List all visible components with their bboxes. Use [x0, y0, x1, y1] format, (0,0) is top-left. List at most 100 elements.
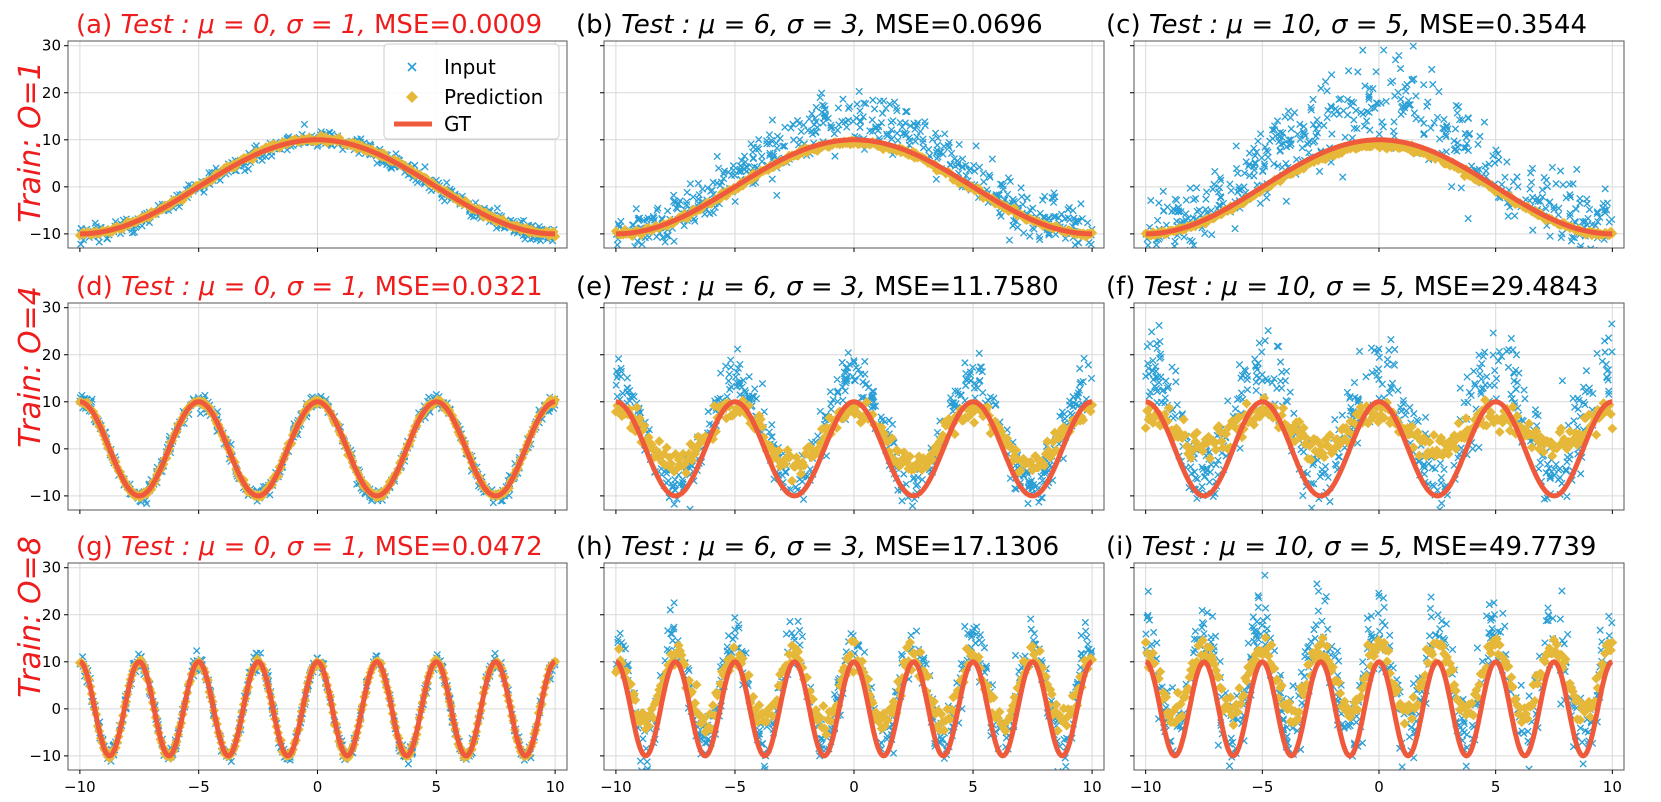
x-tick-label: 0: [313, 778, 323, 796]
row-label: Train: O=1: [13, 61, 48, 223]
panel-tag: (h): [576, 532, 621, 562]
x-tick-label: −10: [1130, 778, 1162, 796]
panel-b: (b) Test : μ = 6, σ = 3, MSE=0.0696: [576, 10, 1105, 252]
panel-f: (f) Test : μ = 10, σ = 5, MSE=29.4843: [1106, 272, 1625, 514]
x-tick-label: 5: [1491, 778, 1501, 796]
series-prediction: [1140, 392, 1618, 465]
panel-title-math: Test : μ = 10, σ = 5,: [1142, 532, 1412, 562]
legend-prediction-marker: [406, 91, 418, 103]
y-tick-label: 10: [42, 653, 61, 671]
y-tick-label: 20: [42, 84, 61, 102]
x-tick-label: −10: [600, 778, 632, 796]
series-prediction: [74, 130, 561, 242]
prediction-markers: [1140, 392, 1618, 465]
panel-title: (a) Test : μ = 0, σ = 1, MSE=0.0009: [76, 10, 542, 40]
series-prediction: [74, 394, 561, 503]
panel-i: −10 −5 0 5 10 (i) Test : μ = 10, σ = 5, MSE=4…: [1106, 532, 1625, 796]
panel-a: −10 0 10 20 30 (a) Test : μ = 0, σ = 1, MSE=0…: [29, 10, 568, 252]
panel-title-math: Test : μ = 10, σ = 5,: [1149, 10, 1419, 40]
panel-mse: MSE=11.7580: [874, 272, 1059, 302]
gt-line: [1144, 659, 1614, 759]
y-tick-label: 0: [51, 700, 61, 718]
prediction-markers: [610, 395, 1098, 486]
gt-line: [1145, 137, 1613, 237]
panel-tag: (e): [576, 272, 621, 302]
panel-tag: (i): [1106, 532, 1142, 562]
y-tick-label: 0: [51, 178, 61, 196]
gt-line: [1145, 399, 1613, 499]
y-tick-label: 10: [42, 131, 61, 149]
panel-title: (g) Test : μ = 0, σ = 1, MSE=0.0472: [76, 532, 543, 562]
panel-title-math: Test : μ = 6, σ = 3,: [621, 272, 875, 302]
legend: Input Prediction GT: [383, 43, 560, 140]
row-label: Train: O=8: [13, 536, 48, 698]
series-prediction: [1140, 137, 1618, 241]
x-tick-label: 0: [1374, 778, 1384, 796]
prediction-markers: [1140, 137, 1618, 241]
panel-tag: (a): [76, 10, 120, 40]
panel-tag: (f): [1106, 272, 1144, 302]
panel-title-math: Test : μ = 0, σ = 1,: [121, 272, 375, 302]
panel-tag: (b): [576, 10, 621, 40]
panel-title: (e) Test : μ = 6, σ = 3, MSE=11.7580: [576, 272, 1059, 302]
panel-title: (i) Test : μ = 10, σ = 5, MSE=49.7739: [1106, 532, 1596, 562]
x-tick-label: 5: [432, 778, 442, 796]
x-tick-label: 10: [1603, 778, 1622, 796]
panel-title: (c) Test : μ = 10, σ = 5, MSE=0.3544: [1106, 10, 1587, 40]
panel-mse: MSE=0.3544: [1419, 10, 1587, 40]
panel-title-math: Test : μ = 0, σ = 1,: [121, 532, 375, 562]
gt-line: [79, 659, 556, 759]
prediction-markers: [74, 130, 561, 242]
y-tick-label: −10: [29, 225, 61, 243]
panel-e: (e) Test : μ = 6, σ = 3, MSE=11.7580: [576, 272, 1105, 514]
panel-tag: (d): [76, 272, 121, 302]
panel-title: (d) Test : μ = 0, σ = 1, MSE=0.0321: [76, 272, 543, 302]
y-tick-label: 10: [42, 393, 61, 411]
panel-c: (c) Test : μ = 10, σ = 5, MSE=0.3544: [1106, 10, 1625, 252]
series-prediction: [1140, 632, 1618, 731]
panel-mse: MSE=29.4843: [1414, 272, 1599, 302]
y-tick-label: −10: [29, 487, 61, 505]
panel-mse: MSE=0.0009: [374, 10, 542, 40]
legend-box: [383, 43, 560, 140]
panel-title-math: Test : μ = 6, σ = 3,: [621, 532, 875, 562]
gt-line: [79, 399, 556, 499]
panel-title-math: Test : μ = 6, σ = 3,: [621, 10, 875, 40]
x-tick-label: 0: [849, 778, 859, 796]
gt-line: [79, 137, 556, 237]
panel-tag: (c): [1106, 10, 1149, 40]
panel-mse: MSE=0.0696: [875, 10, 1043, 40]
prediction-markers: [1140, 632, 1618, 731]
y-tick-label: −10: [29, 747, 61, 765]
panel-g: −10 0 10 20 30 −10 −5 0 5 10 (g) Test : μ = 0, σ =…: [29, 532, 568, 796]
x-tick-label: −5: [724, 778, 746, 796]
x-tick-label: 10: [546, 778, 565, 796]
legend-label: Prediction: [444, 85, 543, 109]
y-tick-label: 30: [42, 559, 61, 577]
panel-title-math: Test : μ = 10, σ = 5,: [1144, 272, 1414, 302]
panel-title: (b) Test : μ = 6, σ = 3, MSE=0.0696: [576, 10, 1043, 40]
panel-title-math: Test : μ = 0, σ = 1,: [120, 10, 374, 40]
legend-label: Input: [444, 55, 496, 79]
legend-input-marker: [407, 62, 417, 72]
panel-mse: MSE=17.1306: [875, 532, 1060, 562]
y-tick-label: 20: [42, 346, 61, 364]
panel-mse: MSE=0.0472: [375, 532, 543, 562]
y-tick-label: 30: [42, 37, 61, 55]
gt-line: [615, 659, 1093, 759]
prediction-markers: [74, 394, 561, 503]
y-tick-label: 30: [42, 299, 61, 317]
panel-tag: (g): [76, 532, 121, 562]
x-tick-label: 10: [1083, 778, 1102, 796]
row-label: Train: O=4: [13, 286, 48, 448]
gt-line: [615, 399, 1093, 499]
panel-title: (f) Test : μ = 10, σ = 5, MSE=29.4843: [1106, 272, 1598, 302]
panel-mse: MSE=49.7739: [1412, 532, 1597, 562]
x-tick-label: −5: [188, 778, 210, 796]
x-tick-label: −10: [64, 778, 96, 796]
prediction-markers: [610, 135, 1098, 242]
y-tick-label: 0: [51, 440, 61, 458]
panel-d: −10 0 10 20 30 (d) Test : μ = 0, σ = 1, MSE=0…: [29, 272, 568, 514]
panel-h: −10 −5 0 5 10 (h) Test : μ = 6, σ = 3, MSE=17…: [576, 532, 1105, 796]
